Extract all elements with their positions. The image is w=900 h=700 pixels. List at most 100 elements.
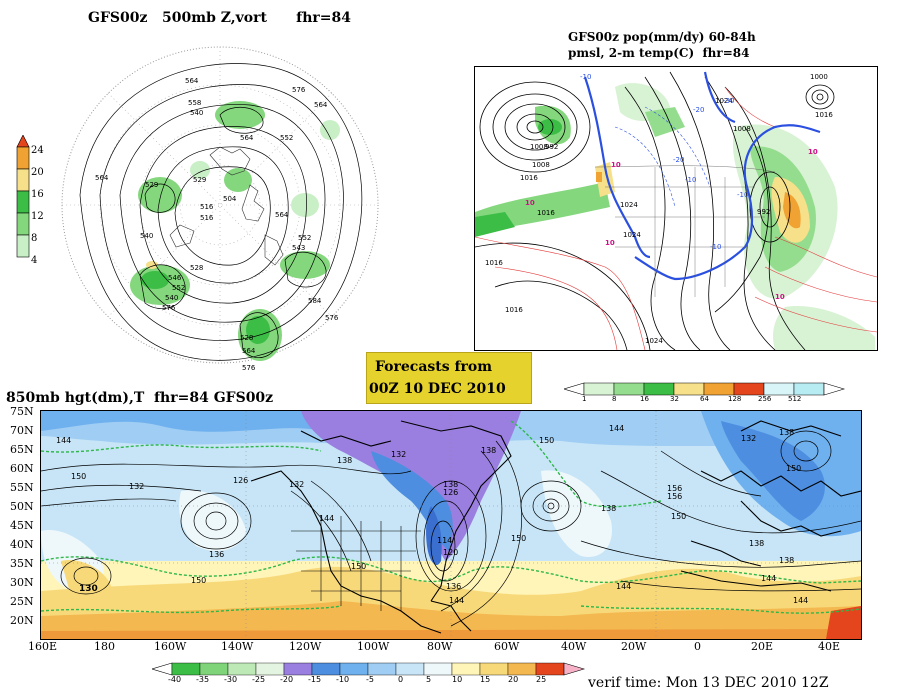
- lat-label: 55N: [10, 481, 34, 494]
- contour-label: 576: [162, 304, 176, 312]
- lon-label: 0: [694, 640, 701, 653]
- lon-label: 20E: [751, 640, 774, 653]
- contour-label: 150: [191, 576, 206, 585]
- contour-label: 1024: [645, 337, 663, 345]
- lon-label: 40W: [561, 640, 587, 653]
- temp-cbar-label: 5: [426, 675, 432, 684]
- lat-label: 65N: [10, 443, 34, 456]
- panel-850mb-title: 850mb hgt(dm),T fhr=84 GFS00z: [6, 390, 274, 406]
- contour-label: 543: [292, 244, 305, 252]
- lon-label: 60W: [494, 640, 520, 653]
- contour-label: 516: [200, 203, 214, 211]
- lon-label: 160E: [28, 640, 58, 653]
- precip-cbar-label: 16: [640, 395, 649, 403]
- contour-label: 144: [616, 582, 631, 591]
- contour-label: 144: [56, 436, 71, 445]
- vort-cbar-label-24: 24: [31, 145, 44, 156]
- contour-label: 150: [786, 464, 801, 473]
- map-850mb: 144 150 132 126 132 138 150 138 144 150 …: [40, 410, 862, 640]
- contour-label: 126: [443, 488, 458, 497]
- contour-label: 540: [190, 109, 203, 117]
- lon-label: 160W: [154, 640, 187, 653]
- contour-label: 138: [443, 480, 458, 489]
- lon-label: 140W: [221, 640, 254, 653]
- height-contours: [79, 63, 363, 361]
- contour-label: 1024: [623, 231, 641, 239]
- lon-label: 40E: [818, 640, 841, 653]
- contour-label: -20: [673, 156, 684, 164]
- precip-pmsl-map: 1008 1016 992 1008 1016 1024 1016 1016 1…: [474, 66, 878, 351]
- contour-label: 10: [605, 239, 615, 247]
- contour-label: 1016: [537, 209, 555, 217]
- precip-cbar-label: 1: [582, 395, 587, 403]
- contour-label: 1016: [505, 306, 523, 314]
- contour-label: 528: [240, 334, 253, 342]
- contour-label: 144: [761, 574, 776, 583]
- temp-cbar-label: 15: [480, 675, 491, 684]
- temp-cbar-label: 25: [536, 675, 547, 684]
- temp-cbar-label: -40: [168, 675, 182, 684]
- contour-label: -10: [580, 73, 591, 81]
- lat-label: 45N: [10, 519, 34, 532]
- verification-time: verif time: Mon 13 DEC 2010 12Z: [588, 675, 829, 691]
- contour-label: -10: [685, 176, 696, 184]
- state-boundaries: [291, 516, 421, 611]
- isobar-labels: 1008 1016 992 1008 1016 1024 1016 1016 1…: [485, 73, 833, 345]
- vort-cbar-label-8: 8: [31, 233, 38, 244]
- lat-label: 75N: [10, 405, 34, 418]
- contour-label: 992: [757, 208, 770, 216]
- contour-label: 1008: [532, 161, 550, 169]
- precip-cbar-label: 512: [788, 395, 802, 403]
- contour-label: 10: [611, 161, 621, 169]
- lon-label: 80W: [427, 640, 453, 653]
- contour-label: 564: [275, 211, 289, 219]
- lon-label: 100W: [357, 640, 390, 653]
- lat-label: 40N: [10, 538, 34, 551]
- contour-label: 529: [145, 181, 158, 189]
- contour-label: 552: [172, 284, 185, 292]
- lat-label: 25N: [10, 595, 34, 608]
- contour-label: 120: [443, 548, 458, 557]
- contour-label: 138: [779, 428, 794, 437]
- contour-label: 1008: [530, 143, 548, 151]
- temperature-colorbar: [150, 661, 592, 676]
- temperature-colorbar-labels: -40 -35 -30 -25 -20 -15 -10 -5 0 5 10 15…: [168, 675, 598, 687]
- precip-cbar-label: 128: [728, 395, 742, 403]
- boundaries: [594, 165, 776, 297]
- contour-labels-500mb: 564 558 540 576 564 552 529 564 564 516 …: [95, 77, 339, 372]
- forecast-line2: 00Z 10 DEC 2010: [369, 381, 506, 397]
- vort-cbar-label-12: 12: [31, 211, 44, 222]
- contour-label: 564: [242, 347, 256, 355]
- temperature-labels: -10 -20 -30 -10 -10 -20 -10: [580, 73, 748, 251]
- contour-label: 516: [200, 214, 214, 222]
- temp-cbar-label: -20: [280, 675, 294, 684]
- contour-label: 1000: [810, 73, 828, 81]
- contour-label: 992: [545, 143, 558, 151]
- contour-label: 564: [314, 101, 328, 109]
- lon-label: 180: [94, 640, 115, 653]
- precip-colorbar-labels: 1 8 16 32 64 128 256 512: [582, 395, 862, 405]
- isotherms-warm: [475, 86, 877, 350]
- contour-label: 136: [446, 582, 461, 591]
- panel-500mb-title: GFS00z 500mb Z,vort fhr=84: [88, 10, 351, 26]
- contour-labels-850: 144 150 132 126 132 138 150 138 144 150 …: [56, 424, 808, 605]
- contour-label: 114: [437, 536, 452, 545]
- contour-label: -20: [693, 106, 704, 114]
- temp-cbar-label: -35: [196, 675, 210, 684]
- contour-label: 558: [188, 99, 201, 107]
- lat-label: 50N: [10, 500, 34, 513]
- latitude-axis: 75N 70N 65N 60N 55N 50N 45N 40N 35N 30N …: [2, 405, 40, 645]
- precip-cbar-label: 8: [612, 395, 617, 403]
- coastlines: [169, 146, 284, 266]
- vort-cbar-label-20: 20: [31, 167, 44, 178]
- contour-label: 132: [129, 482, 144, 491]
- vorticity-shading: [130, 101, 340, 361]
- contour-label: 529: [193, 176, 206, 184]
- contour-label: 144: [449, 596, 464, 605]
- contour-label: 138: [779, 556, 794, 565]
- contour-label: 156: [667, 492, 682, 501]
- contour-label: 150: [351, 562, 366, 571]
- contour-label: 144: [609, 424, 624, 433]
- contour-label: 1016: [485, 259, 503, 267]
- panel-precip-title-line2: pmsl, 2-m temp(C) fhr=84: [568, 46, 750, 60]
